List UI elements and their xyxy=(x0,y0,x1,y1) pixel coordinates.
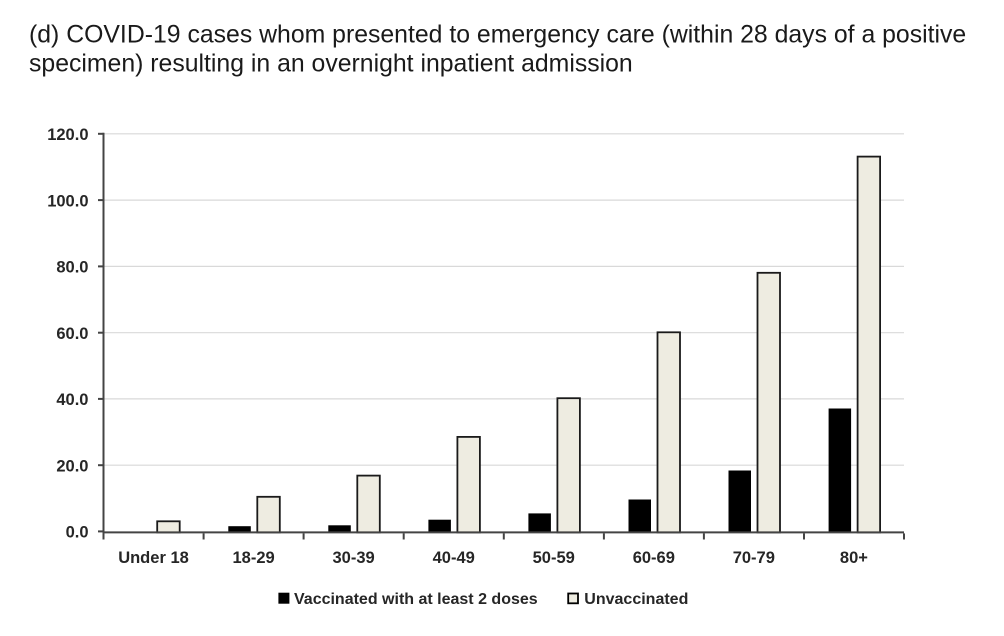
svg-text:Vaccinated with at least 2 dos: Vaccinated with at least 2 doses xyxy=(294,591,538,608)
svg-text:30-39: 30-39 xyxy=(332,549,374,567)
svg-text:40-49: 40-49 xyxy=(433,549,475,567)
svg-text:50-59: 50-59 xyxy=(533,549,575,567)
svg-text:120.0: 120.0 xyxy=(47,126,88,144)
svg-text:20.0: 20.0 xyxy=(56,457,88,475)
svg-text:60.0: 60.0 xyxy=(56,325,88,343)
svg-text:100.0: 100.0 xyxy=(47,192,88,210)
svg-text:80+: 80+ xyxy=(840,549,868,567)
svg-text:80.0: 80.0 xyxy=(56,259,88,277)
svg-text:Under 18: Under 18 xyxy=(118,549,189,567)
svg-text:0.0: 0.0 xyxy=(66,524,89,542)
svg-text:18-29: 18-29 xyxy=(232,549,274,567)
svg-text:70-79: 70-79 xyxy=(733,549,775,567)
svg-text:specimen) resulting in an over: specimen) resulting in an overnight inpa… xyxy=(29,51,633,78)
svg-text:60-69: 60-69 xyxy=(633,549,675,567)
svg-text:(d) COVID-19 cases whom presen: (d) COVID-19 cases whom presented to eme… xyxy=(29,21,966,48)
svg-text:40.0: 40.0 xyxy=(56,391,88,409)
svg-text:Unvaccinated: Unvaccinated xyxy=(584,591,688,608)
